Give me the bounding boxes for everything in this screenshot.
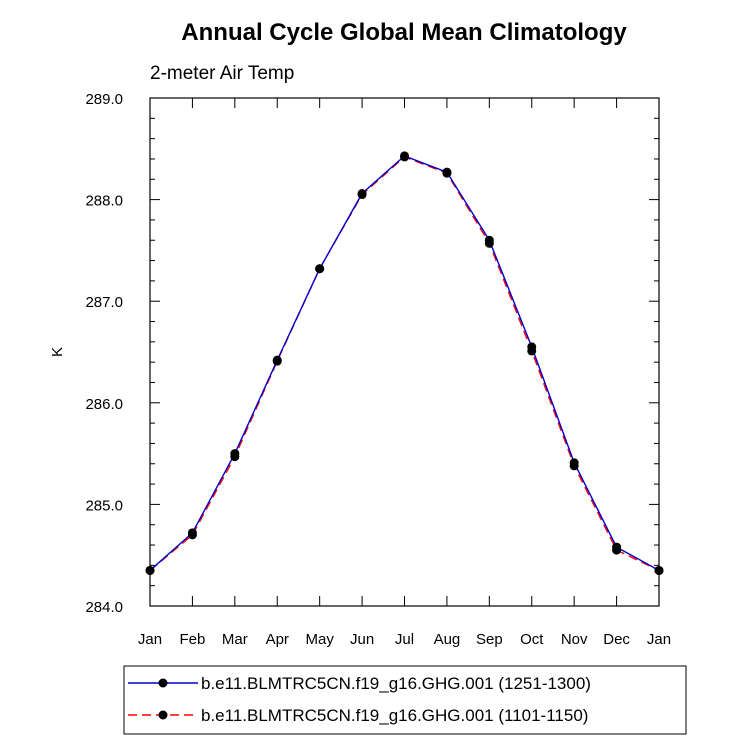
series-1-point [145,565,155,575]
y-axis-label: K [49,347,66,357]
x-tick-label: Sep [476,631,503,648]
y-tick-label: 284.0 [85,599,123,616]
x-tick-label: Jan [647,631,671,648]
y-tick-label: 289.0 [85,91,123,108]
legend-box [123,665,687,735]
x-tick-label: Feb [179,631,205,648]
series-line-2 [149,156,660,572]
series-1-point [442,167,452,177]
series-1-point [654,565,664,575]
plot-frame [149,97,660,607]
x-tick-label: Apr [266,631,289,648]
series-1-point [357,189,367,199]
series-1-point [315,264,325,274]
series-line-1 [149,155,660,572]
x-tick-label: Oct [520,631,544,648]
y-tick-label: 285.0 [85,497,123,514]
x-tick-label: Aug [434,631,461,648]
x-tick-label: May [305,631,334,648]
series-1-point [612,542,622,552]
series-1-point [400,151,409,161]
x-tick-label: Mar [222,631,248,648]
series-1-point [272,355,282,365]
chart-title: Annual Cycle Global Mean Climatology [181,19,627,46]
y-tick-label: 286.0 [85,396,123,413]
y-tick-label: 288.0 [85,193,123,210]
series-1-point [230,449,240,459]
x-tick-label: Nov [561,631,588,648]
plot-axes: 284.0 285.0 286.0 287.0 288.0 289.0 Jan Feb Mar A… [85,91,671,648]
series-layer [145,151,664,575]
y-tick-label: 287.0 [85,294,123,311]
chart-subtitle: 2-meter Air Temp [150,63,294,84]
legend-label-series-1: b.e11.BLMTRC5CN.f19_g16.GHG.001 (1251-13… [201,674,591,693]
x-tick-label: Jan [138,631,162,648]
series-1-point [484,235,494,245]
legend-label-series-2: b.e11.BLMTRC5CN.f19_g16.GHG.001 (1101-11… [201,706,588,725]
legend-marker-series-1 [158,678,168,688]
x-tick-label: Dec [603,631,630,648]
legend-marker-series-2 [158,710,168,720]
legend: b.e11.BLMTRC5CN.f19_g16.GHG.001 (1251-13… [123,665,687,735]
series-1-point [187,528,197,538]
series-1-point [569,458,579,468]
series-1-point [527,342,537,352]
x-tick-label: Jul [395,631,414,648]
x-tick-label: Jun [350,631,374,648]
